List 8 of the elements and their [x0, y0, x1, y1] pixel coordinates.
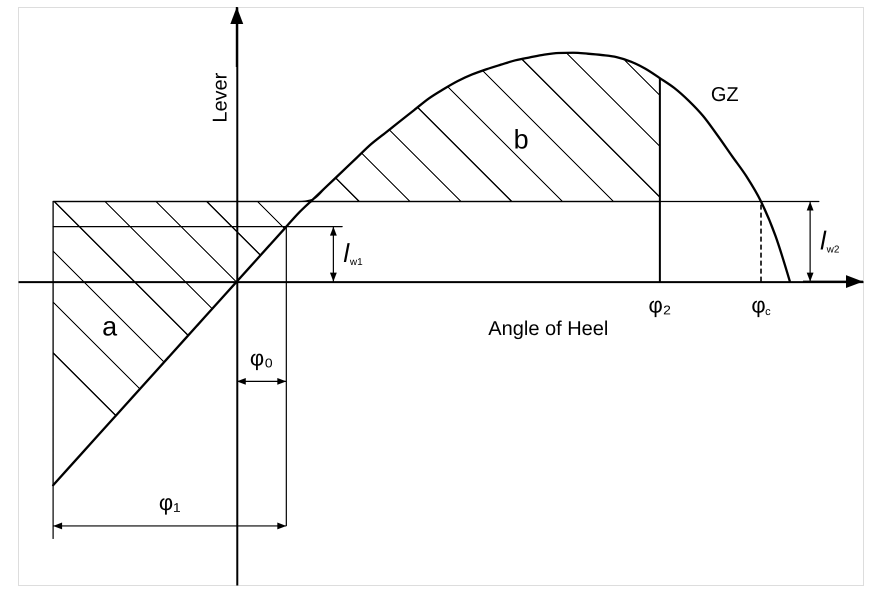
x-tick-label: φ₂	[648, 292, 672, 318]
series-label: GZ	[710, 84, 739, 106]
annotation: φ₀	[250, 345, 274, 370]
y-axis-title: Lever	[209, 72, 232, 123]
annotation: b	[514, 124, 529, 154]
annotation: a	[102, 312, 118, 342]
x-axis-title: Angle of Heel	[488, 318, 608, 340]
text: φ₁	[158, 490, 181, 515]
